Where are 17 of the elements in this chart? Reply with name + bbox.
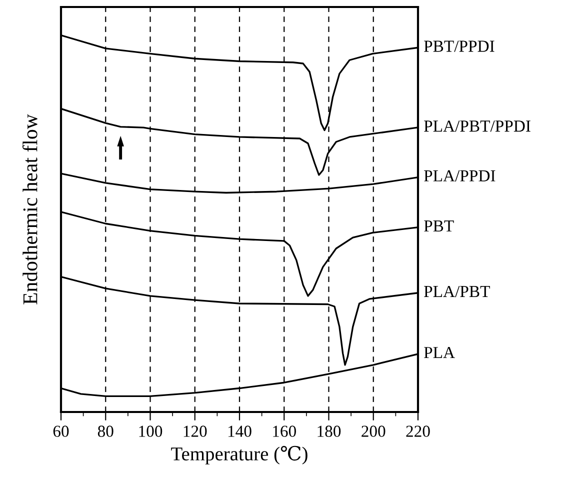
series-label: PLA: [424, 346, 455, 358]
x-tick-label: 100: [139, 426, 162, 437]
x-tick-label: 200: [362, 426, 386, 437]
x-tick-label: 60: [53, 426, 69, 437]
y-axis-title: Endothermic heat flow: [22, 114, 38, 304]
x-tick-label: 120: [184, 426, 207, 437]
x-tick-label: 180: [318, 426, 341, 437]
series-label: PBT: [424, 220, 454, 232]
x-tick-label: 140: [228, 426, 252, 437]
series-label: PLA/PBT: [424, 286, 490, 298]
x-tick-label: 80: [98, 426, 114, 437]
x-tick-label: 220: [406, 426, 430, 437]
series-label: PBT/PPDI: [424, 40, 494, 52]
x-tick-label: 160: [273, 426, 296, 437]
series-label: PLA/PBT/PPDI: [424, 120, 530, 132]
x-axis-title: Temperature (℃): [171, 446, 308, 464]
series-label: PLA/PPDI: [424, 170, 496, 182]
